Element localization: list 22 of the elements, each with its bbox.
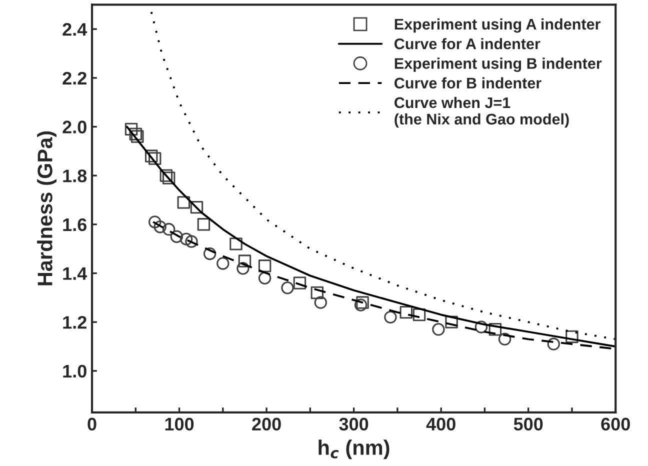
y-axis-title: Hardness (GPa) bbox=[37, 131, 56, 286]
y-tick-label: 1.8 bbox=[63, 170, 87, 182]
x-tick-label: 500 bbox=[514, 418, 543, 431]
legend-label: Experiment using A indenter bbox=[394, 18, 600, 33]
x-tick-label: 600 bbox=[601, 418, 630, 431]
y-tick-label: 1.4 bbox=[63, 267, 88, 280]
x-tick-label: 400 bbox=[426, 418, 456, 431]
y-tick-label: 2.2 bbox=[62, 72, 86, 84]
legend-label: Curve when J=1 (the Nix and Gao model) bbox=[394, 96, 569, 128]
y-tick-label: 1.0 bbox=[63, 364, 86, 378]
y-tick-label: 1.2 bbox=[63, 316, 86, 329]
x-axis-title: h$_{c}$ (nm) bbox=[318, 440, 390, 460]
legend-label: Curve for B indenter bbox=[394, 77, 542, 89]
legend-label: Experiment using B indenter bbox=[394, 58, 602, 72]
x-tick-label: 0 bbox=[88, 418, 96, 431]
y-tick-label: 2.4 bbox=[62, 23, 88, 36]
x-tick-label: 200 bbox=[252, 418, 281, 431]
legend-label: Curve for A indenter bbox=[394, 38, 540, 50]
y-tick-label: 1.6 bbox=[63, 218, 87, 232]
x-tick-label: 100 bbox=[165, 418, 194, 431]
y-tick-label: 2.0 bbox=[62, 120, 86, 134]
x-tick-label: 300 bbox=[339, 418, 368, 431]
